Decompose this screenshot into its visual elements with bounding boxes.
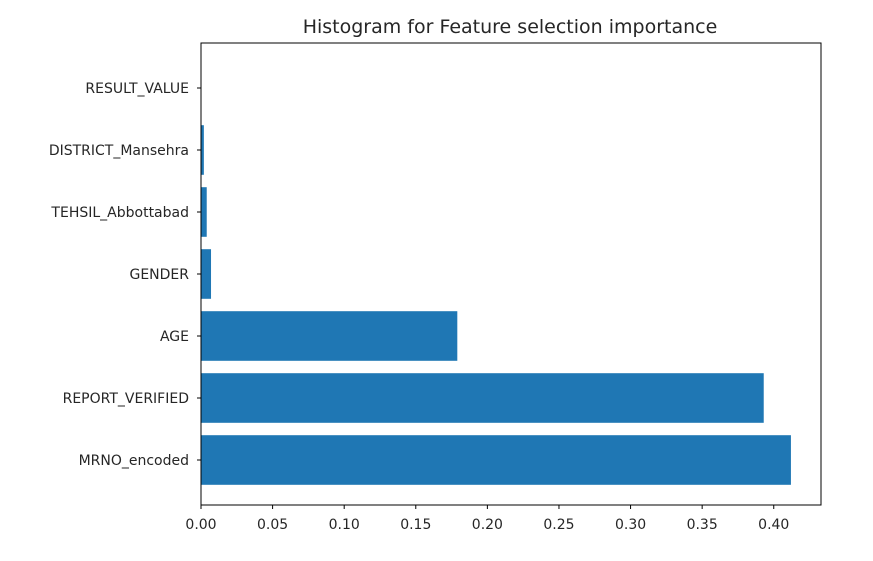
y-tick-label: RESULT_VALUE — [85, 81, 189, 97]
bar-gender — [201, 249, 212, 299]
x-tick-label: 0.20 — [472, 517, 503, 533]
x-ticks: 0.00 0.05 0.10 0.15 0.20 0.25 0.30 0.35 0.40 — [185, 505, 789, 533]
bar-age — [201, 311, 458, 361]
bar-tehsil-abbottabad — [201, 187, 207, 237]
x-tick-label: 0.40 — [758, 517, 789, 533]
y-tick-label: DISTRICT_Mansehra — [49, 143, 189, 159]
y-tick-label: GENDER — [129, 267, 189, 283]
y-tick-label: TEHSIL_Abbottabad — [50, 205, 189, 221]
bar-group — [201, 125, 791, 485]
bar-district-mansehra — [201, 125, 204, 175]
y-tick-label: MRNO_encoded — [79, 453, 189, 469]
chart-title: Histogram for Feature selection importan… — [303, 16, 718, 38]
x-tick-label: 0.30 — [615, 517, 646, 533]
x-tick-label: 0.00 — [185, 517, 216, 533]
y-tick-labels: MRNO_encoded REPORT_VERIFIED AGE GENDER TEHS… — [49, 81, 201, 469]
x-tick-label: 0.05 — [257, 517, 288, 533]
y-tick-label: REPORT_VERIFIED — [63, 391, 189, 407]
bar-mrno-encoded — [201, 435, 791, 485]
bar-report-verified — [201, 373, 764, 423]
x-tick-label: 0.15 — [400, 517, 431, 533]
x-tick-label: 0.35 — [687, 517, 718, 533]
x-tick-label: 0.10 — [329, 517, 360, 533]
plot-frame — [200, 42, 822, 506]
x-tick-label: 0.25 — [543, 517, 574, 533]
y-tick-label: AGE — [160, 329, 189, 345]
